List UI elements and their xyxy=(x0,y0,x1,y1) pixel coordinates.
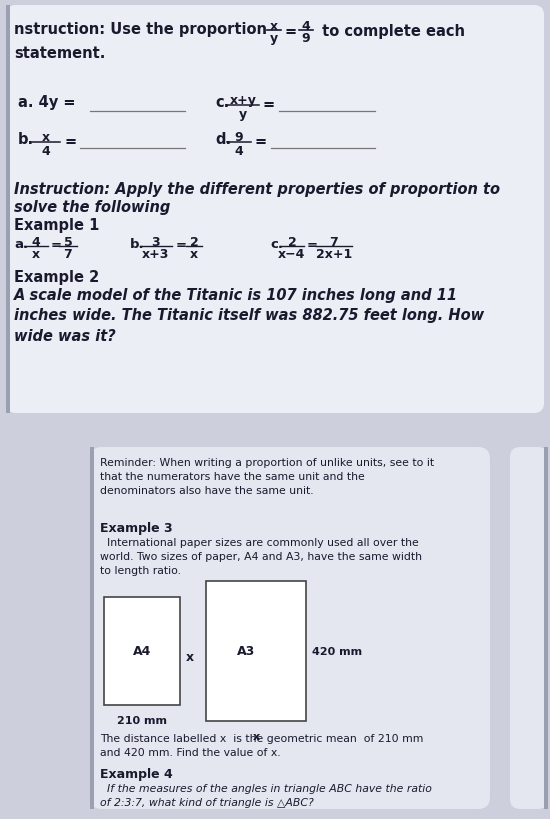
Text: nstruction: Use the proportion: nstruction: Use the proportion xyxy=(14,22,272,37)
Bar xyxy=(6,6,10,414)
Text: =: = xyxy=(64,133,76,149)
Text: x: x xyxy=(190,247,198,260)
Text: 7: 7 xyxy=(329,236,338,249)
Text: c.: c. xyxy=(270,238,283,251)
Text: of 2:3:7, what kind of triangle is △ABC?: of 2:3:7, what kind of triangle is △ABC? xyxy=(100,797,314,807)
FancyBboxPatch shape xyxy=(6,6,544,414)
Text: Example 4: Example 4 xyxy=(100,767,173,780)
Text: x: x xyxy=(186,651,194,663)
Text: International paper sizes are commonly used all over the
world. Two sizes of pap: International paper sizes are commonly u… xyxy=(100,537,422,575)
Text: and 420 mm. Find the value of x.: and 420 mm. Find the value of x. xyxy=(100,747,280,757)
Text: If the measures of the angles in triangle ABC have the ratio: If the measures of the angles in triangl… xyxy=(100,783,432,793)
Text: 4: 4 xyxy=(235,145,243,158)
Text: Instruction: Apply the different properties of proportion to: Instruction: Apply the different propert… xyxy=(14,182,500,197)
Text: A4: A4 xyxy=(133,645,151,658)
Text: 210 mm: 210 mm xyxy=(117,715,167,725)
Text: =: = xyxy=(307,238,318,251)
Text: x: x xyxy=(252,731,260,741)
Text: =: = xyxy=(255,133,267,149)
Text: solve the following: solve the following xyxy=(14,200,170,215)
Text: A3: A3 xyxy=(237,645,255,658)
Text: y: y xyxy=(239,108,247,121)
Text: =: = xyxy=(285,24,297,39)
Text: 9: 9 xyxy=(302,32,310,45)
Text: 2: 2 xyxy=(190,236,199,249)
Text: 2: 2 xyxy=(288,236,296,249)
Text: 7: 7 xyxy=(64,247,73,260)
Text: The distance labelled x  is the geometric mean  of 210 mm: The distance labelled x is the geometric… xyxy=(100,733,424,743)
Text: d.: d. xyxy=(215,132,231,147)
Text: y: y xyxy=(270,32,278,45)
Text: b.: b. xyxy=(130,238,145,251)
Text: 5: 5 xyxy=(64,236,73,249)
Text: 9: 9 xyxy=(235,131,243,144)
Text: 4: 4 xyxy=(301,20,310,33)
Text: x+3: x+3 xyxy=(142,247,170,260)
Text: =: = xyxy=(263,97,275,112)
Text: Example 3: Example 3 xyxy=(100,522,173,534)
Text: to complete each: to complete each xyxy=(317,24,465,39)
Text: c.: c. xyxy=(215,95,229,110)
Bar xyxy=(206,581,306,721)
Text: Reminder: When writing a proportion of unlike units, see to it
that the numerato: Reminder: When writing a proportion of u… xyxy=(100,458,434,495)
Text: A scale model of the Titanic is 107 inches long and 11
inches wide. The Titanic : A scale model of the Titanic is 107 inch… xyxy=(14,287,484,343)
Text: Example 1: Example 1 xyxy=(14,218,100,233)
Bar xyxy=(90,447,94,809)
Text: a.: a. xyxy=(14,238,28,251)
Text: 4: 4 xyxy=(32,236,40,249)
FancyBboxPatch shape xyxy=(90,447,490,809)
Bar xyxy=(544,447,548,809)
Text: x: x xyxy=(42,131,50,144)
Text: statement.: statement. xyxy=(14,46,106,61)
Text: x: x xyxy=(32,247,40,260)
Text: =: = xyxy=(51,238,62,251)
Text: x+y: x+y xyxy=(229,94,256,106)
Text: x−4: x−4 xyxy=(278,247,306,260)
Text: 3: 3 xyxy=(152,236,160,249)
Bar xyxy=(104,597,180,705)
Text: 2x+1: 2x+1 xyxy=(316,247,352,260)
Text: =: = xyxy=(176,238,187,251)
Text: Example 2: Example 2 xyxy=(14,269,99,285)
FancyBboxPatch shape xyxy=(510,447,548,809)
Text: x: x xyxy=(270,20,278,33)
Text: b.: b. xyxy=(18,132,34,147)
Text: 4: 4 xyxy=(42,145,51,158)
Text: 420 mm: 420 mm xyxy=(312,646,362,656)
Text: a. 4y =: a. 4y = xyxy=(18,95,75,110)
